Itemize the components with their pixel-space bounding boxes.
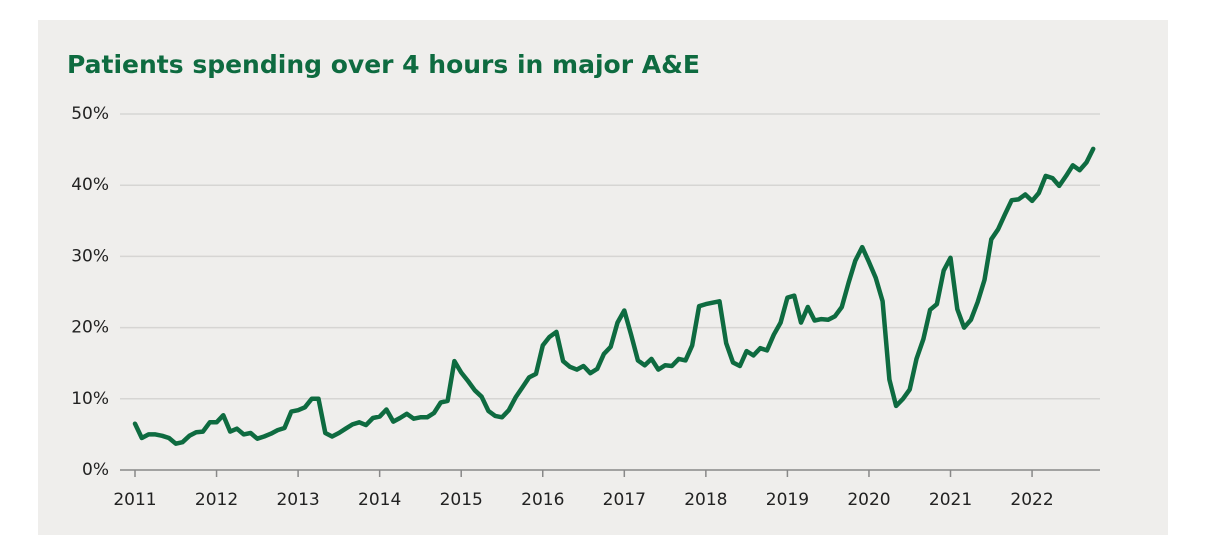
x-tick-label: 2022	[1010, 490, 1053, 510]
x-tick-label: 2018	[684, 490, 727, 510]
x-tick-label: 2014	[358, 490, 401, 510]
y-tick-label: 20%	[71, 318, 109, 338]
x-tick-label: 2021	[929, 490, 972, 510]
y-tick-label: 0%	[82, 460, 109, 480]
x-tick-label: 2013	[276, 490, 319, 510]
y-tick-label: 50%	[71, 104, 109, 124]
x-tick-label: 2019	[766, 490, 809, 510]
x-tick-label: 2020	[847, 490, 890, 510]
y-tick-label: 40%	[71, 175, 109, 195]
y-tick-label: 30%	[71, 246, 109, 266]
x-tick-label: 2011	[113, 490, 156, 510]
x-tick-label: 2016	[521, 490, 564, 510]
chart-title: Patients spending over 4 hours in major …	[67, 50, 700, 79]
y-tick-label: 10%	[71, 389, 109, 409]
panel	[38, 20, 1168, 535]
x-tick-label: 2017	[603, 490, 646, 510]
x-tick-label: 2015	[440, 490, 483, 510]
x-tick-label: 2012	[195, 490, 238, 510]
data-line	[132, 146, 1096, 446]
